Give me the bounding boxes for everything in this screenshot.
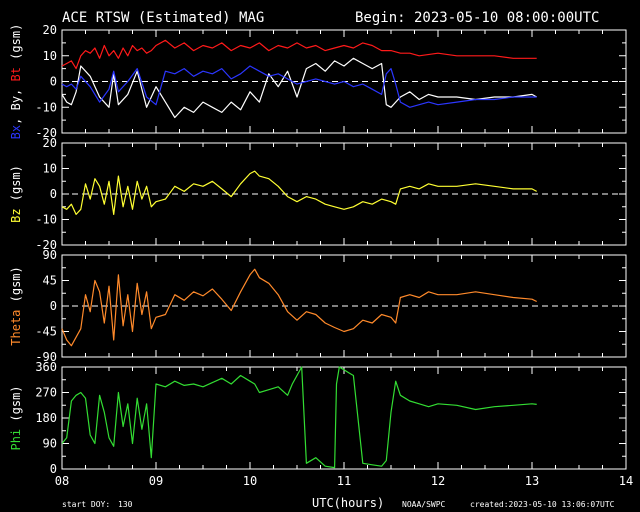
panel-1: 20 10 0 -10 -20 Bz (gsm) [9,136,627,252]
x-tick-label: 13 [525,474,539,488]
y-tick-label: 10 [43,49,57,63]
chart-title: ACE RTSW (Estimated) MAG [62,10,264,26]
y-axis-label: Phi (gsm) [9,385,23,450]
y-tick-label: 0 [50,462,57,476]
y-tick-label: 20 [43,23,57,37]
source-label: NOAA/SWPC [402,500,446,509]
y-tick-label: 90 [43,248,57,262]
y-tick-label: -90 [35,350,57,364]
y-axis-label-part: (gsm) [9,385,23,428]
series-bt-line [61,39,537,70]
start-doy-value: 130 [118,500,133,509]
y-axis-label: Theta (gsm) [9,266,23,345]
created-label: created:2023-05-10 13:06:07UTC [470,500,615,509]
y-tick-label: -20 [35,238,57,252]
series-theta-line [61,268,537,347]
y-axis-label-part: Bx [9,125,23,139]
y-tick-label: 270 [35,386,57,400]
y-axis-label: Bx, By, Bt (gsm) [9,24,23,140]
y-tick-label: 0 [50,75,57,89]
series-by-line [61,57,537,119]
x-tick-label: 08 [55,474,69,488]
y-axis-label-part: , By, [9,82,23,125]
start-doy-label: start DOY: [62,500,110,509]
panel-frame [61,366,627,470]
x-tick-label: 14 [619,474,633,488]
y-axis-label-part: Phi [9,429,23,451]
y-axis-label-part: (gsm) [9,24,23,67]
y-axis-label-part: (gsm) [9,266,23,309]
panel-3: 360 270 180 90 0 Phi (gsm) 08 09 10 11 12 13 14 [9,360,633,488]
series-bx-line [61,65,537,108]
panels: 20 10 0 -10 -20 Bx, By, Bt (gsm) 20 10 0 -10 -20 Bz… [9,23,633,488]
y-tick-label: 180 [35,411,57,425]
y-tick-label: 45 [43,274,57,288]
y-axis-label-part: Theta [9,310,23,346]
y-tick-label: -45 [35,325,57,339]
begin-time: Begin: 2023-05-10 08:00:00UTC [355,10,599,26]
panel-2: 90 45 0 -45 -90 Theta (gsm) [9,248,627,364]
y-tick-label: 0 [50,299,57,313]
y-axis-label-part: Bz [9,208,23,222]
y-tick-label: 10 [43,162,57,176]
panel-0: 20 10 0 -10 -20 Bx, By, Bt (gsm) [9,23,627,140]
x-axis-label: UTC(hours) [312,496,384,510]
y-tick-label: 90 [43,437,57,451]
y-tick-label: -10 [35,213,57,227]
y-axis-label-part: (gsm) [9,165,23,208]
y-tick-label: 360 [35,360,57,374]
x-tick-label: 12 [431,474,445,488]
series-bz-line [61,170,537,215]
y-axis-label-part: Bt [9,67,23,81]
x-tick-label: 10 [243,474,257,488]
y-tick-label: 20 [43,136,57,150]
y-axis-label: Bz (gsm) [9,165,23,223]
x-tick-label: 09 [149,474,163,488]
x-tick-label: 11 [337,474,351,488]
series-phi-line [61,366,537,469]
y-tick-label: -10 [35,100,57,114]
y-tick-label: -20 [35,126,57,140]
y-tick-label: 0 [50,187,57,201]
